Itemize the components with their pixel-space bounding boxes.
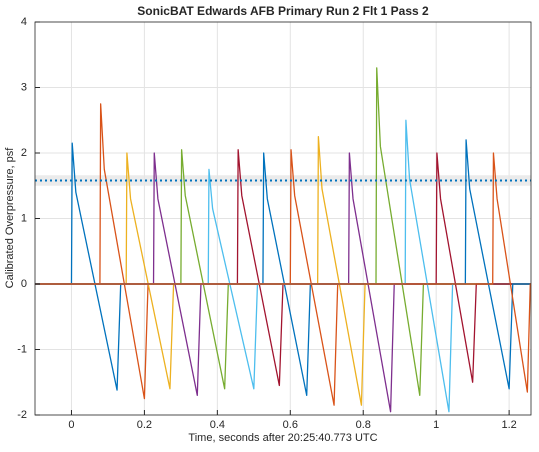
x-tick-label: 0 [68, 419, 74, 431]
chart-title: SonicBAT Edwards AFB Primary Run 2 Flt 1… [137, 4, 429, 18]
y-tick-label: -2 [17, 409, 27, 421]
y-tick-label: 4 [21, 16, 27, 28]
y-axis-label: Calibrated Overpressure, psf [4, 147, 16, 289]
y-tick-label: 2 [21, 147, 27, 159]
x-tick-label: 1.2 [501, 419, 516, 431]
y-tick-label: 1 [21, 212, 27, 224]
y-tick-label: -1 [17, 343, 27, 355]
series-line [35, 152, 531, 393]
x-axis-label: Time, seconds after 20:25:40.773 UTC [188, 432, 377, 444]
y-tick-label: 3 [21, 81, 27, 93]
x-tick-label: 0.4 [210, 419, 225, 431]
reference-band [35, 175, 531, 186]
y-tick-label: 0 [21, 278, 27, 290]
x-tick-label: 0.2 [137, 419, 152, 431]
x-tick-label: 0.8 [356, 419, 371, 431]
plot [35, 67, 531, 413]
x-tick-label: 1 [433, 419, 439, 431]
tick-labels: 0 0.2 0.4 0.6 0.8 1 1.2 -2 -1 0 1 2 3 4 [17, 16, 517, 431]
x-tick-label: 0.6 [283, 419, 298, 431]
